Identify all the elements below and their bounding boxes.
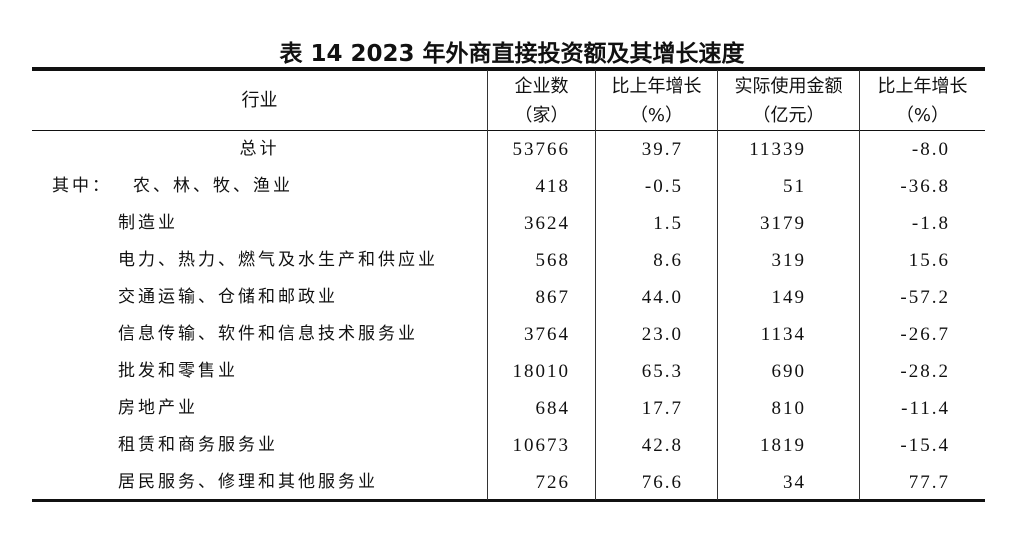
cell-amount: 1819 [760, 435, 806, 456]
cell-ent-growth: 42.8 [641, 435, 683, 456]
cell-amt-growth: -1.8 [911, 213, 950, 234]
header-enterprise-growth: 比上年增长 （%） [596, 72, 717, 130]
cell-ent-growth: 8.6 [653, 250, 683, 271]
cell-amount: 1134 [760, 324, 806, 345]
column-divider [859, 70, 860, 500]
cell-amt-growth: -57.2 [900, 287, 950, 308]
cell-amount: 51 [783, 176, 806, 197]
cell-amount: 34 [783, 472, 806, 493]
bottom-rule [32, 499, 985, 502]
cell-amount: 690 [771, 361, 806, 382]
cell-ent-growth: 1.5 [653, 213, 683, 234]
cell-amt-growth: 15.6 [908, 250, 950, 271]
table-row: 租赁和商务服务业 10673 42.8 1819 -15.4 [0, 427, 1024, 464]
header-industry: 行业 [241, 90, 278, 111]
cell-enterprises: 867 [535, 287, 570, 308]
cell-amt-growth: 77.7 [908, 472, 950, 493]
header-amount-label: 实际使用金额 [734, 76, 843, 97]
cell-enterprises: 3624 [524, 213, 570, 234]
table-row: 交通运输、仓储和邮政业 867 44.0 149 -57.2 [0, 279, 1024, 316]
header-amount: 实际使用金额 （亿元） [718, 72, 859, 130]
industry-label: 租赁和商务服务业 [118, 435, 278, 455]
industry-label: 批发和零售业 [118, 361, 238, 381]
cell-ent-growth: 23.0 [641, 324, 683, 345]
table-row: 信息传输、软件和信息技术服务业 3764 23.0 1134 -26.7 [0, 316, 1024, 353]
cell-ent-growth: 65.3 [641, 361, 683, 382]
top-rule [32, 67, 985, 71]
cell-amt-growth: -11.4 [901, 398, 950, 419]
industry-label: 居民服务、修理和其他服务业 [118, 472, 378, 492]
cell-amt-growth: -8.0 [911, 139, 950, 160]
table-row: 其中： 农、林、牧、渔业 418 -0.5 51 -36.8 [0, 168, 1024, 205]
cell-amt-growth: -26.7 [900, 324, 950, 345]
cell-ent-growth: -0.5 [644, 176, 683, 197]
cell-amount: 11339 [749, 139, 806, 160]
industry-label: 信息传输、软件和信息技术服务业 [118, 324, 418, 344]
cell-enterprises: 726 [535, 472, 570, 493]
header-enterprises-label: 企业数 [514, 76, 569, 97]
cell-amt-growth: -36.8 [900, 176, 950, 197]
industry-label: 电力、热力、燃气及水生产和供应业 [118, 250, 438, 270]
industry-label: 制造业 [118, 213, 178, 233]
cell-enterprises: 684 [535, 398, 570, 419]
cell-amount: 149 [771, 287, 806, 308]
header-enterprise-growth-label: 比上年增长 [611, 76, 702, 97]
prefix-label: 其中： [52, 176, 112, 196]
header-enterprises: 企业数 （家） [488, 72, 595, 130]
cell-amt-growth: -28.2 [900, 361, 950, 382]
cell-amount: 810 [771, 398, 806, 419]
header-enterprise-growth-unit: （%） [629, 105, 684, 126]
cell-ent-growth: 17.7 [641, 398, 683, 419]
table-row: 批发和零售业 18010 65.3 690 -28.2 [0, 353, 1024, 390]
table-row: 电力、热力、燃气及水生产和供应业 568 8.6 319 15.6 [0, 242, 1024, 279]
cell-enterprises: 568 [535, 250, 570, 271]
column-divider [595, 70, 596, 500]
table-row: 居民服务、修理和其他服务业 726 76.6 34 77.7 [0, 464, 1024, 501]
header-rule [32, 130, 985, 131]
industry-label: 交通运输、仓储和邮政业 [118, 287, 338, 307]
industry-label: 农、林、牧、渔业 [133, 176, 293, 196]
table-title: 表 14 2023 年外商直接投资额及其增长速度 [279, 41, 745, 67]
cell-enterprises: 53766 [512, 139, 570, 160]
table-row: 制造业 3624 1.5 3179 -1.8 [0, 205, 1024, 242]
cell-ent-growth: 44.0 [641, 287, 683, 308]
table-row: 房地产业 684 17.7 810 -11.4 [0, 390, 1024, 427]
cell-amt-growth: -15.4 [900, 435, 950, 456]
header-enterprises-unit: （家） [514, 105, 569, 126]
cell-amount: 3179 [760, 213, 806, 234]
column-divider [487, 70, 488, 500]
cell-enterprises: 418 [535, 176, 570, 197]
table-row-total: 总计 53766 39.7 11339 -8.0 [0, 131, 1024, 168]
industry-label: 总计 [239, 139, 280, 159]
header-amount-growth-label: 比上年增长 [877, 76, 968, 97]
cell-amount: 319 [771, 250, 806, 271]
header-amount-growth: 比上年增长 （%） [860, 72, 985, 130]
column-divider [717, 70, 718, 500]
header-amount-growth-unit: （%） [895, 105, 950, 126]
cell-ent-growth: 76.6 [641, 472, 683, 493]
cell-ent-growth: 39.7 [641, 139, 683, 160]
cell-enterprises: 3764 [524, 324, 570, 345]
header-amount-unit: （亿元） [752, 105, 825, 126]
cell-enterprises: 10673 [512, 435, 570, 456]
industry-label: 房地产业 [118, 398, 198, 418]
cell-enterprises: 18010 [512, 361, 570, 382]
